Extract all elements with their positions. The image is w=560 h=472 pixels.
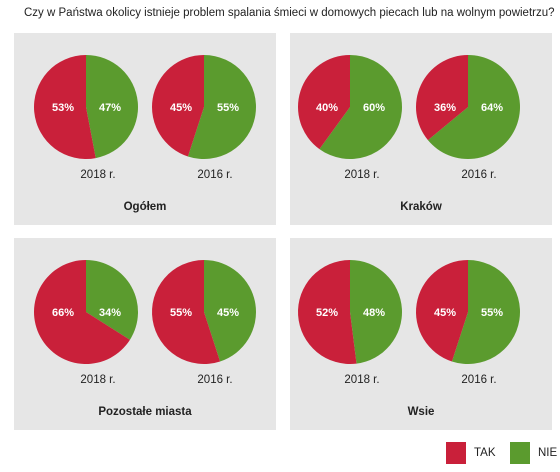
year-label-2018: 2018 r. [344,169,380,181]
panel-ogolem: 53% 47% 45% 55% 2018 r. 2016 r. Ogółem [14,33,276,225]
pie-group: 66% 34% 55% 45% [34,260,257,364]
region-label: Wsie [407,406,435,418]
data-label-nie: 64% [481,102,503,114]
pie-2018: 52% 48% [298,260,403,364]
pie-group: 52% 48% 45% 55% [298,260,520,364]
legend-label-nie: NIE [538,447,558,459]
pie-2018: 66% 34% [34,260,138,364]
pie-slice-tak [297,55,350,150]
pie-2016: 45% 55% [415,260,520,364]
year-label-2018: 2018 r. [80,374,116,386]
data-label-tak: 45% [170,102,192,114]
data-label-tak: 66% [52,307,74,319]
data-label-tak: 52% [316,307,338,319]
region-label: Kraków [400,201,442,213]
data-label-nie: 55% [217,102,239,114]
pie-slice-tak [34,55,96,159]
pie-slice-tak [298,260,357,364]
chart-title: Czy w Państwa okolicy istnieje problem s… [24,7,555,19]
pie-slice-nie [427,55,520,159]
data-label-tak: 55% [170,307,192,319]
pie-slice-nie [86,55,139,159]
legend-label-tak: TAK [474,447,496,459]
pie-slice-tak [34,260,130,364]
legend-swatch-nie [510,442,530,464]
pie-group: 40% 60% 36% 64% [297,54,520,159]
pie-slice-nie [350,260,403,364]
data-label-tak: 53% [52,102,74,114]
pie-slice-tak [151,55,204,157]
year-label-2016: 2016 r. [461,374,497,386]
panel-wsie: 52% 48% 45% 55% 2018 r. 2016 r. Wsie [290,238,552,430]
data-label-nie: 48% [363,307,385,319]
data-label-nie: 45% [217,307,239,319]
legend-item-nie: NIE [510,442,557,464]
pie-slice-nie [319,55,402,159]
data-label-tak: 45% [434,307,456,319]
pie-group: 53% 47% 45% 55% [34,55,256,159]
legend-swatch-tak [446,442,466,464]
data-label-nie: 55% [481,307,503,319]
data-label-tak: 40% [316,102,338,114]
pie-2016: 36% 64% [415,54,520,159]
region-label: Pozostałe miasta [98,406,192,418]
year-label-2016: 2016 r. [197,169,233,181]
data-label-nie: 60% [363,102,385,114]
panel-pozostale-miasta: 66% 34% 55% 45% 2018 r. 2016 r. Pozostałe … [14,238,276,430]
pie-2016: 55% 45% [152,260,257,364]
pie-2018: 40% 60% [297,55,402,159]
pie-2018: 53% 47% [34,55,139,159]
pie-slice-nie [451,260,520,364]
region-label: Ogółem [123,201,167,213]
data-label-nie: 34% [99,307,121,319]
year-label-2016: 2016 r. [461,169,497,181]
pie-slice-nie [204,260,257,362]
pie-slice-tak [152,260,221,364]
pie-slice-tak [415,54,468,141]
pie-2016: 45% 55% [151,55,256,159]
pie-slice-nie [187,55,256,159]
pie-slice-tak [415,260,468,362]
year-label-2018: 2018 r. [344,374,380,386]
legend-item-tak: TAK [446,442,496,464]
pie-slice-nie [86,260,138,340]
year-label-2016: 2016 r. [197,374,233,386]
data-label-nie: 47% [99,102,121,114]
panel-krakow: 40% 60% 36% 64% 2018 r. 2016 r. Kraków [290,33,552,225]
data-label-tak: 36% [434,102,456,114]
year-label-2018: 2018 r. [80,169,116,181]
